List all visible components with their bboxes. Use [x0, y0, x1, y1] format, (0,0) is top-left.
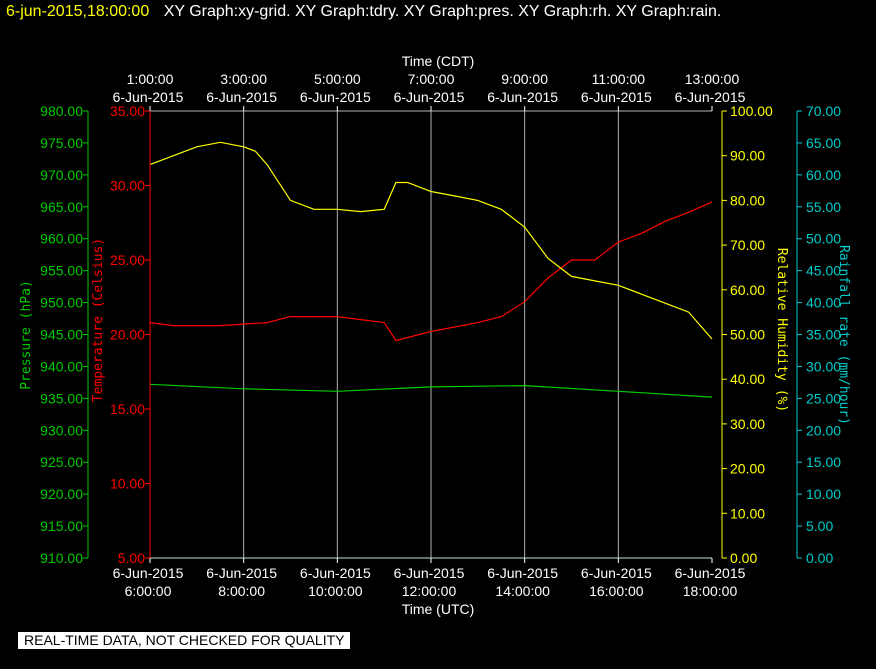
- rain-tick-label: 45.00: [806, 263, 841, 279]
- pressure-tick-label: 975.00: [40, 135, 83, 151]
- rain-tick-label: 0.00: [806, 550, 833, 566]
- x-top-tick-time: 7:00:00: [408, 71, 455, 87]
- x-top-tick-time: 11:00:00: [592, 71, 646, 87]
- rain-tick-label: 35.00: [806, 327, 841, 343]
- x-bottom-tick-time: 8:00:00: [218, 583, 265, 599]
- disclaimer-label: REAL-TIME DATA, NOT CHECKED FOR QUALITY: [18, 632, 351, 649]
- pressure-tick-label: 915.00: [40, 518, 83, 534]
- rain-tick-label: 5.00: [806, 518, 833, 534]
- x-bottom-tick-time: 10:00:00: [308, 583, 363, 599]
- x-top-tick-date: 6-Jun-2015: [394, 89, 465, 105]
- temperature-axis-title: Temperature (Celsius): [91, 238, 106, 402]
- pressure-tick-label: 940.00: [40, 358, 83, 374]
- x-top-axis-title: Time (CDT): [402, 53, 475, 69]
- pressure-tick-label: 920.00: [40, 486, 83, 502]
- x-bottom-tick-time: 14:00:00: [495, 583, 550, 599]
- series-line-pressure: [149, 383, 713, 398]
- humidity-tick-label: 0.00: [730, 550, 757, 566]
- x-bottom-tick-time: 6:00:00: [125, 583, 172, 599]
- pressure-tick-label: 950.00: [40, 295, 83, 311]
- pressure-tick-label: 910.00: [40, 550, 83, 566]
- pressure-tick-label: 960.00: [40, 231, 83, 247]
- x-top-tick-date: 6-Jun-2015: [487, 89, 558, 105]
- humidity-tick-label: 50.00: [730, 327, 765, 343]
- temperature-tick-label: 15.00: [110, 401, 145, 417]
- rain-tick-label: 30.00: [806, 358, 841, 374]
- pressure-tick-label: 925.00: [40, 454, 83, 470]
- x-bottom-tick-date: 6-Jun-2015: [394, 565, 465, 581]
- x-bottom-tick-date: 6-Jun-2015: [206, 565, 277, 581]
- humidity-tick-label: 30.00: [730, 416, 765, 432]
- rain-tick-label: 15.00: [806, 454, 841, 470]
- chart-title-bar: 6-jun-2015,18:00:00 XY Graph:xy-grid. XY…: [6, 3, 721, 21]
- x-top-tick-time: 1:00:00: [127, 71, 174, 87]
- x-bottom-tick-date: 6-Jun-2015: [581, 565, 652, 581]
- x-bottom-tick-date: 6-Jun-2015: [300, 565, 371, 581]
- rain-tick-label: 60.00: [806, 167, 841, 183]
- humidity-tick-label: 90.00: [730, 148, 765, 164]
- humidity-tick-label: 40.00: [730, 371, 765, 387]
- x-bottom-tick-date: 6-Jun-2015: [487, 565, 558, 581]
- x-bottom-tick-date: 6-Jun-2015: [675, 565, 746, 581]
- series-line-humidity: [149, 141, 713, 340]
- rain-tick-label: 25.00: [806, 390, 841, 406]
- x-top-tick-date: 6-Jun-2015: [206, 89, 277, 105]
- temperature-tick-label: 35.00: [110, 103, 145, 119]
- humidity-tick-label: 70.00: [730, 237, 765, 253]
- humidity-tick-label: 100.00: [730, 103, 773, 119]
- x-top-tick-date: 6-Jun-2015: [581, 89, 652, 105]
- rain-tick-label: 20.00: [806, 422, 841, 438]
- x-top-tick-time: 9:00:00: [501, 71, 548, 87]
- rain-tick-label: 55.00: [806, 199, 841, 215]
- rain-tick-label: 40.00: [806, 295, 841, 311]
- x-bottom-tick-date: 6-Jun-2015: [113, 565, 184, 581]
- x-top-tick-time: 3:00:00: [220, 71, 267, 87]
- humidity-tick-label: 60.00: [730, 282, 765, 298]
- x-bottom-tick-time: 12:00:00: [402, 583, 457, 599]
- pressure-tick-label: 965.00: [40, 199, 83, 215]
- humidity-tick-label: 10.00: [730, 505, 765, 521]
- rain-tick-label: 10.00: [806, 486, 841, 502]
- humidity-tick-label: 80.00: [730, 192, 765, 208]
- x-top-tick-time: 5:00:00: [314, 71, 361, 87]
- temperature-tick-label: 10.00: [110, 476, 145, 492]
- temperature-tick-label: 30.00: [110, 178, 145, 194]
- title-timestamp: 6-jun-2015,18:00:00: [6, 3, 150, 20]
- temperature-tick-label: 5.00: [118, 550, 145, 566]
- temperature-tick-label: 20.00: [110, 327, 145, 343]
- pressure-tick-label: 980.00: [40, 103, 83, 119]
- axes: 910.00 915.00 920.00 925.00 930.00 935.00 940.…: [19, 53, 851, 617]
- pressure-tick-label: 930.00: [40, 422, 83, 438]
- pressure-axis-title: Pressure (hPa): [19, 280, 34, 390]
- x-top-tick-date: 6-Jun-2015: [675, 89, 746, 105]
- pressure-tick-label: 970.00: [40, 167, 83, 183]
- pressure-tick-label: 935.00: [40, 390, 83, 406]
- humidity-axis-title: Relative Humidity (%): [774, 248, 789, 412]
- x-top-tick-date: 6-Jun-2015: [113, 89, 184, 105]
- x-bottom-tick-time: 18:00:00: [683, 583, 738, 599]
- title-graph-list: XY Graph:xy-grid. XY Graph:tdry. XY Grap…: [163, 3, 722, 20]
- rain-tick-label: 50.00: [806, 231, 841, 247]
- grid-lines: [243, 111, 619, 558]
- rain-tick-label: 70.00: [806, 103, 841, 119]
- x-bottom-axis-title: Time (UTC): [402, 601, 475, 617]
- x-top-tick-time: 13:00:00: [685, 71, 740, 87]
- rain-tick-label: 65.00: [806, 135, 841, 151]
- temperature-tick-label: 25.00: [110, 252, 145, 268]
- humidity-tick-label: 20.00: [730, 461, 765, 477]
- rain-axis-title: Rainfall rate (mm/hour): [836, 245, 851, 425]
- x-bottom-tick-time: 16:00:00: [589, 583, 644, 599]
- series-line-temperature: [149, 201, 713, 342]
- pressure-tick-label: 945.00: [40, 327, 83, 343]
- pressure-tick-label: 955.00: [40, 263, 83, 279]
- x-top-tick-date: 6-Jun-2015: [300, 89, 371, 105]
